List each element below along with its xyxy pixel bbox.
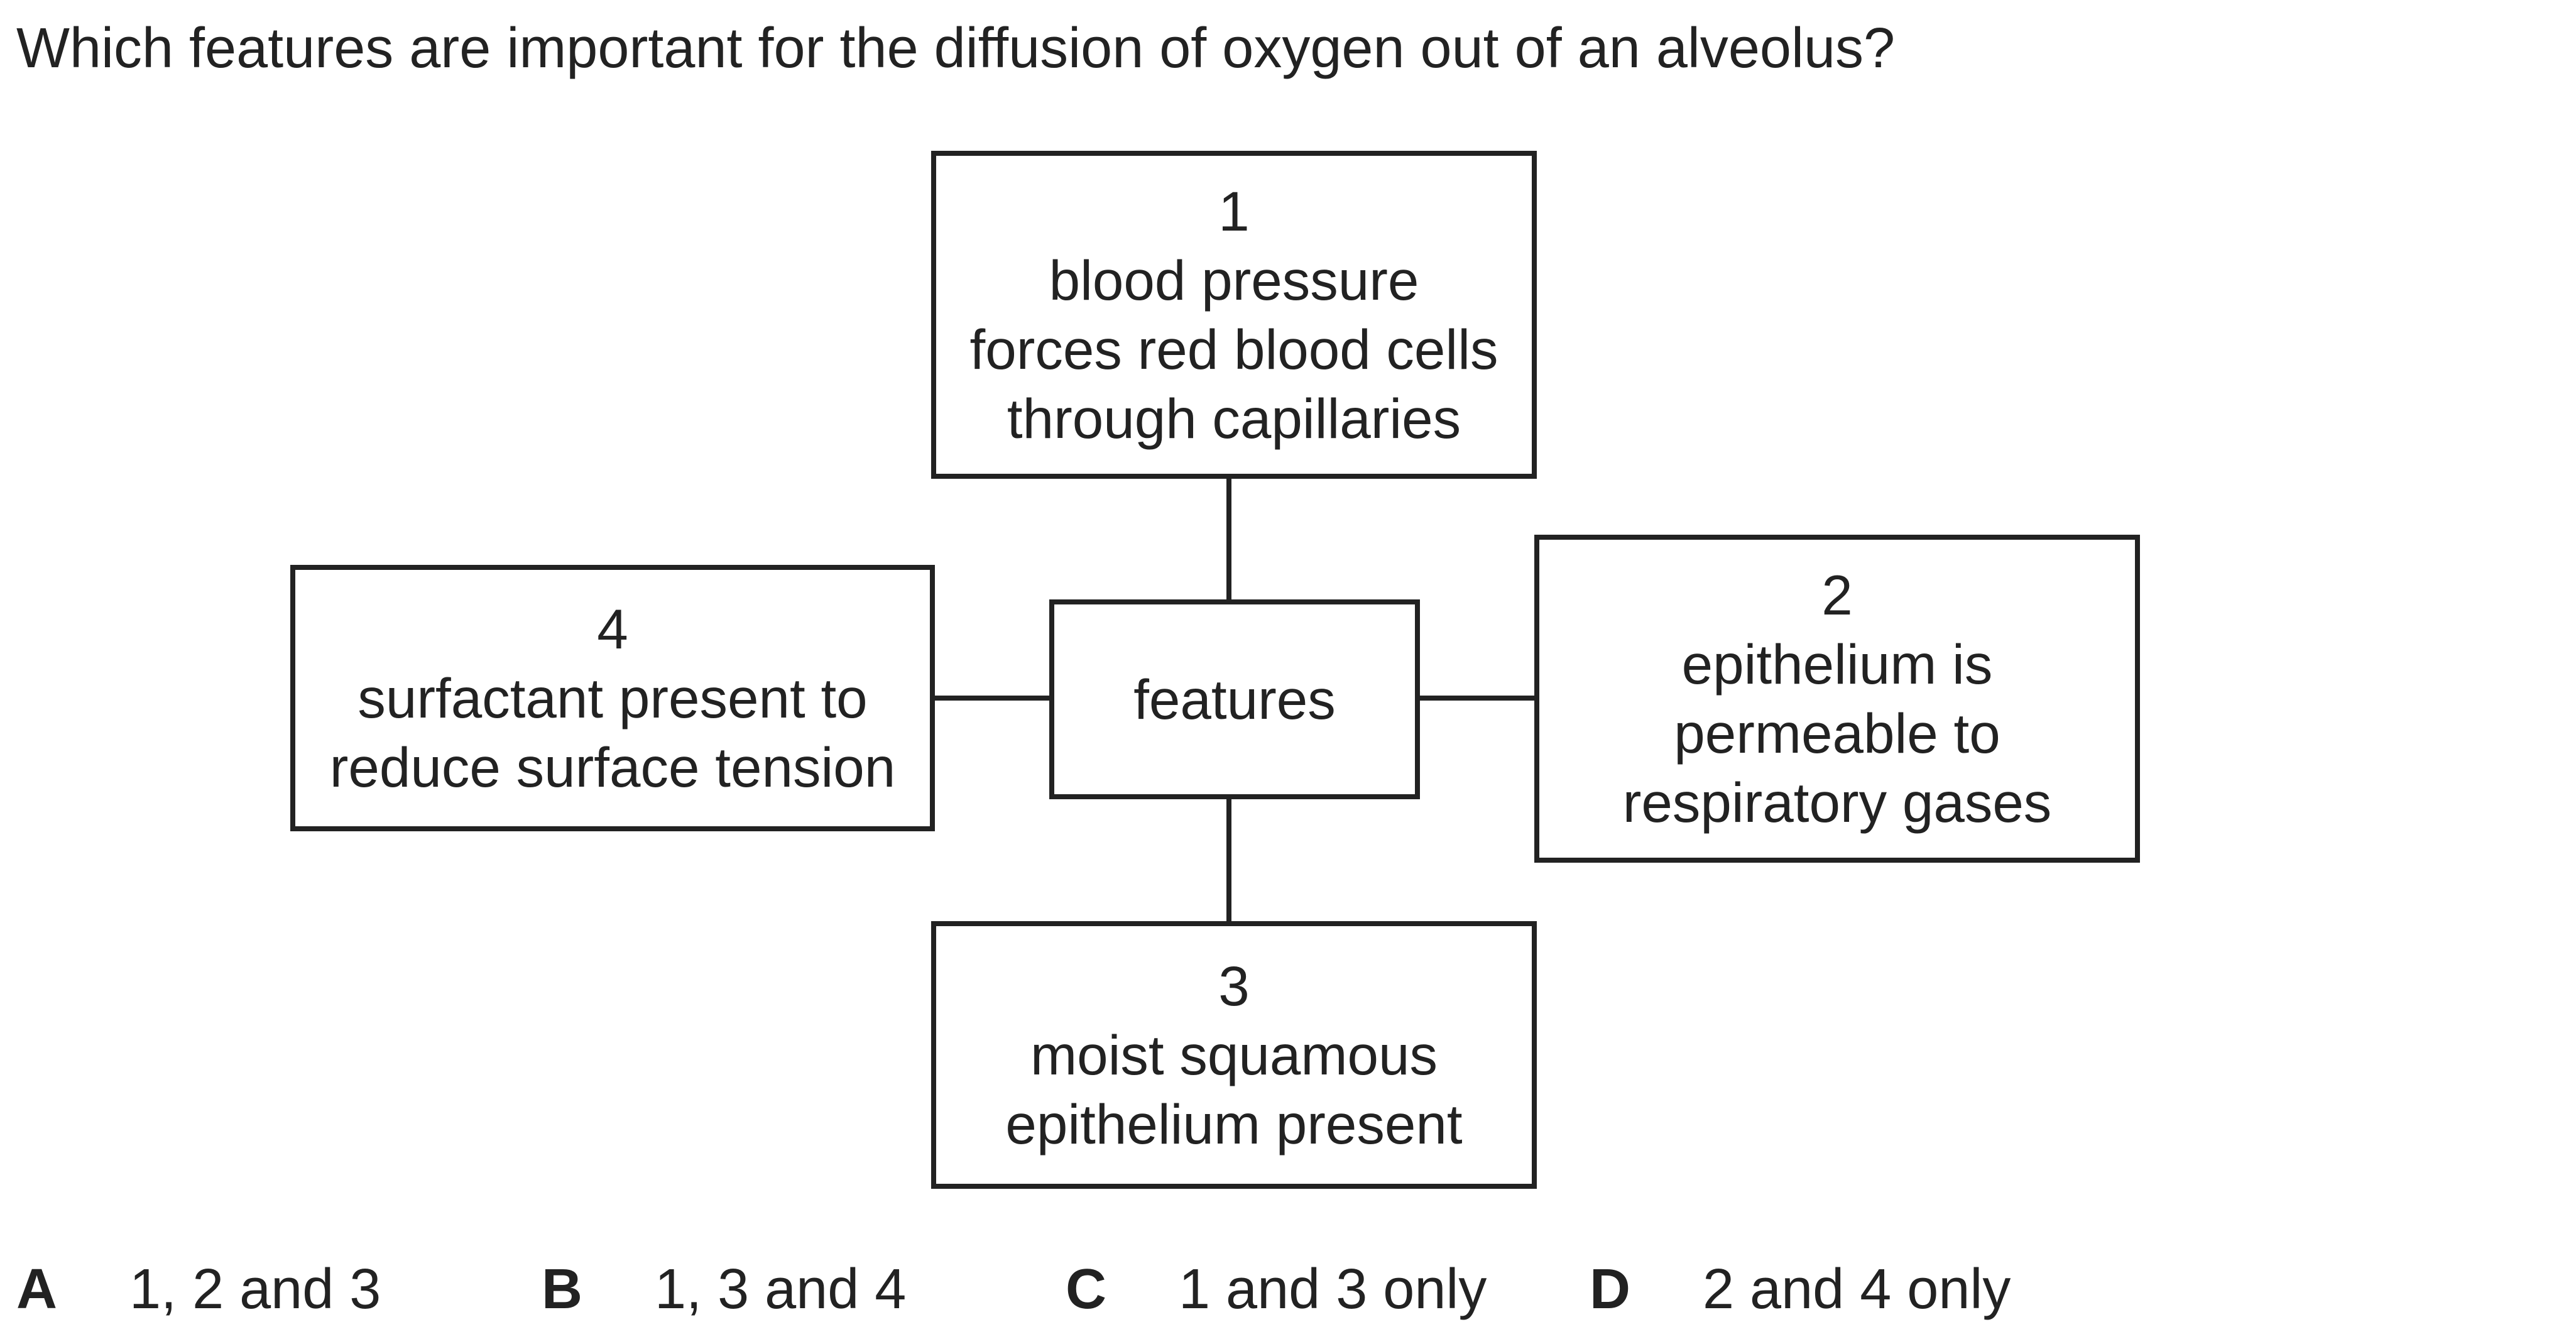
option-b-letter[interactable]: B [542,1258,582,1321]
feature-4-line-1: surfactant present to [357,667,868,729]
feature-1-line-1: blood pressure [1049,249,1419,312]
option-a-letter[interactable]: A [16,1258,57,1321]
feature-number-1: 1 [1218,180,1250,243]
feature-4-line-2: reduce surface tension [329,736,896,799]
connector-left [932,696,1052,701]
connector-bottom [1226,798,1231,924]
feature-number-3: 3 [1218,954,1250,1017]
option-c-text[interactable]: 1 and 3 only [1179,1258,1487,1321]
feature-2-line-1: epithelium is [1681,633,1993,696]
feature-box-1: 1 blood pressure forces red blood cells … [931,151,1537,479]
option-d-letter[interactable]: D [1590,1258,1630,1321]
center-features-box: features [1049,599,1420,799]
option-b-text[interactable]: 1, 3 and 4 [655,1258,907,1321]
option-a-text[interactable]: 1, 2 and 3 [129,1258,381,1321]
answer-options: A 1, 2 and 3 B 1, 3 and 4 C 1 and 3 only… [0,1252,2576,1333]
option-d-text[interactable]: 2 and 4 only [1703,1258,2011,1321]
feature-box-2: 2 epithelium is permeable to respiratory… [1534,535,2140,863]
connector-top [1226,478,1231,601]
feature-3-line-1: moist squamous [1030,1024,1438,1086]
feature-box-4: 4 surfactant present to reduce surface t… [290,565,935,831]
feature-1-line-3: through capillaries [1007,387,1461,450]
option-c-letter[interactable]: C [1066,1258,1106,1321]
feature-1-line-2: forces red blood cells [969,318,1498,381]
center-label: features [1133,668,1336,731]
feature-number-4: 4 [597,598,628,660]
connector-right [1417,696,1537,701]
feature-3-line-2: epithelium present [1005,1093,1463,1156]
feature-number-2: 2 [1821,564,1853,626]
feature-box-3: 3 moist squamous epithelium present [931,921,1537,1189]
question-text: Which features are important for the dif… [16,17,1896,80]
feature-2-line-2: permeable to [1674,702,2000,765]
feature-2-line-3: respiratory gases [1622,771,2052,834]
